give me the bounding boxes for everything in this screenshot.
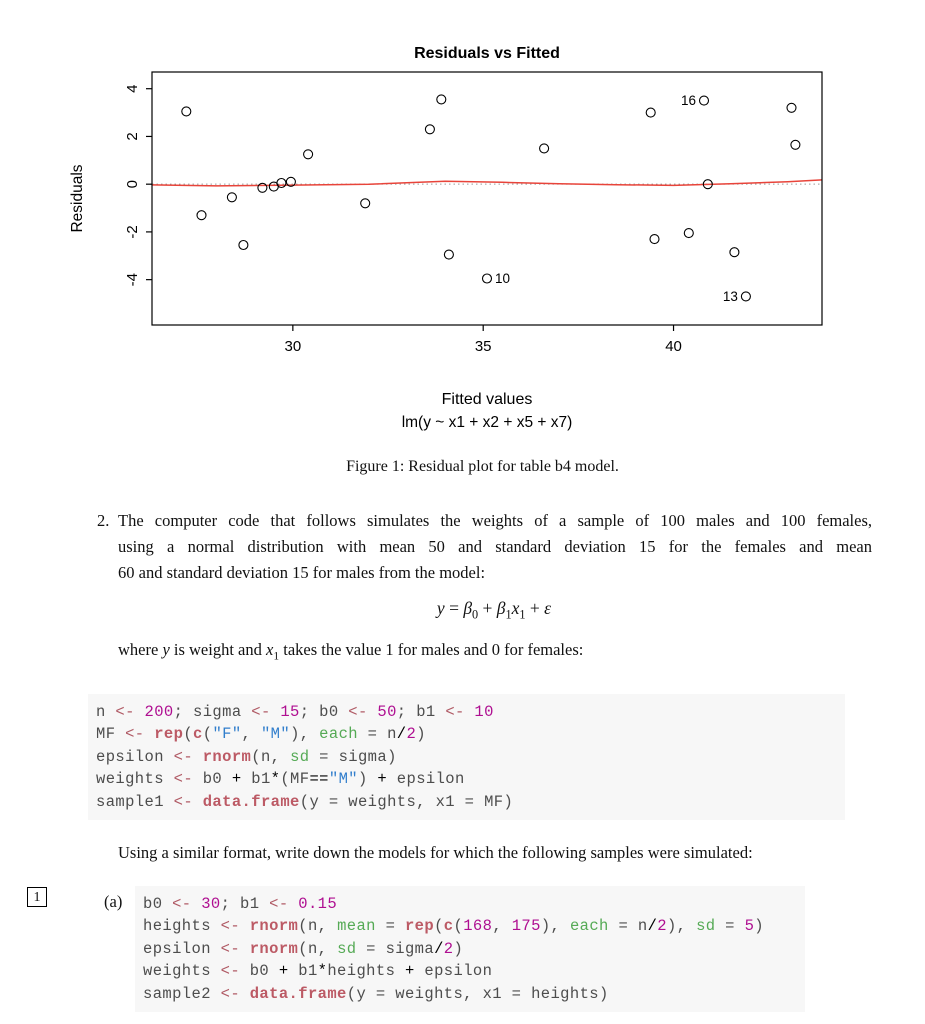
scatter-point (257, 182, 268, 193)
model-equation: y = β0 + β1x1 + ε (436, 598, 552, 622)
y-tick-label: 0 (124, 180, 141, 188)
scatter-point (226, 192, 237, 203)
points-badge: 1 (27, 887, 47, 907)
residuals-vs-fitted-plot: Residuals vs Fitted Residuals 30 35 40 -4 -2 0 2… (69, 45, 823, 355)
x-tick-label: 35 (475, 338, 492, 355)
x-tick-label: 30 (285, 338, 302, 355)
figure-caption: Figure 1: Residual plot for table b4 mod… (346, 458, 619, 475)
instruction-text: Using a similar format, write down the m… (118, 843, 753, 862)
scatter-point (436, 94, 447, 105)
scatter-point (702, 179, 713, 190)
scatter-point (649, 234, 660, 245)
scatter-point (238, 239, 249, 251)
code-line: sample1 <- data.frame(y = weights, x1 = … (96, 792, 514, 811)
scatter-point (729, 247, 740, 258)
scatter-point (181, 106, 192, 117)
scatter-point (790, 139, 801, 150)
plot-frame (151, 71, 823, 326)
scatter-point (196, 210, 207, 221)
question-line: using a normal distribution with mean 50… (118, 537, 872, 556)
code-line: weights <- b0 + b1*(MF=="M") + epsilon (96, 770, 465, 789)
question-line: 60 and standard deviation 15 for males f… (118, 563, 486, 582)
question-2: 2. The computer code that follows simula… (97, 508, 872, 586)
code-line: weights <- b0 + b1*heights + epsilon (143, 962, 493, 981)
y-tick-label: -2 (124, 225, 141, 238)
code-line: heights <- rnorm(n, mean = rep(c(168, 17… (143, 917, 764, 936)
code-line: n <- 200; sigma <- 15; b0 <- 50; b1 <- 1… (96, 703, 494, 721)
question-line: The computer code that follows simulates… (118, 511, 872, 530)
scatter-point (539, 143, 550, 154)
scatter-point (786, 102, 797, 113)
smooth-line (151, 179, 823, 187)
plot-title: Residuals vs Fitted (414, 45, 560, 62)
scatter-point (276, 177, 287, 189)
x-tick-label: 40 (665, 338, 682, 355)
where-clause: where y is weight and x1 takes the value… (118, 640, 584, 663)
code-line: epsilon <- rnorm(n, sd = sigma/2) (143, 939, 464, 958)
scatter-point (481, 273, 493, 284)
code-line: MF <- rep(c("F", "M"), each = n/2) (96, 725, 426, 744)
plot-ylabel: Residuals (69, 164, 86, 232)
code-line: sample2 <- data.frame(y = weights, x1 = … (143, 984, 609, 1003)
scatter-point (285, 176, 296, 187)
scatter-point (740, 291, 751, 302)
y-tick-label: -4 (124, 273, 141, 286)
code-block-sample1: n <- 200; sigma <- 15; b0 <- 50; b1 <- 1… (88, 694, 845, 821)
point-label: 10 (495, 271, 510, 286)
scatter-point (303, 149, 314, 160)
scatter-point (443, 249, 454, 260)
point-label: 13 (723, 289, 738, 304)
scatter-point (424, 124, 435, 135)
question-number: 2. (97, 511, 110, 530)
y-tick-label: 2 (124, 132, 141, 140)
code-line: b0 <- 30; b1 <- 0.15 (143, 895, 338, 913)
scatter-point (683, 228, 694, 239)
scatter-point (645, 107, 656, 118)
y-tick-label: 4 (124, 85, 141, 93)
scatter-point (360, 198, 371, 209)
plot-model-label: lm(y ~ x1 + x2 + x5 + x7) (401, 414, 573, 431)
code-block-sample2: b0 <- 30; b1 <- 0.15 heights <- rnorm(n, … (135, 886, 805, 1013)
plot-xlabel: Fitted values (441, 391, 533, 408)
point-label: 16 (681, 93, 696, 108)
question-text: The computer code that follows simulates… (118, 508, 872, 586)
part-a-label: (a) (104, 892, 123, 911)
scatter-point (698, 95, 710, 106)
code-line: epsilon <- rnorm(n, sd = sigma) (96, 747, 397, 766)
